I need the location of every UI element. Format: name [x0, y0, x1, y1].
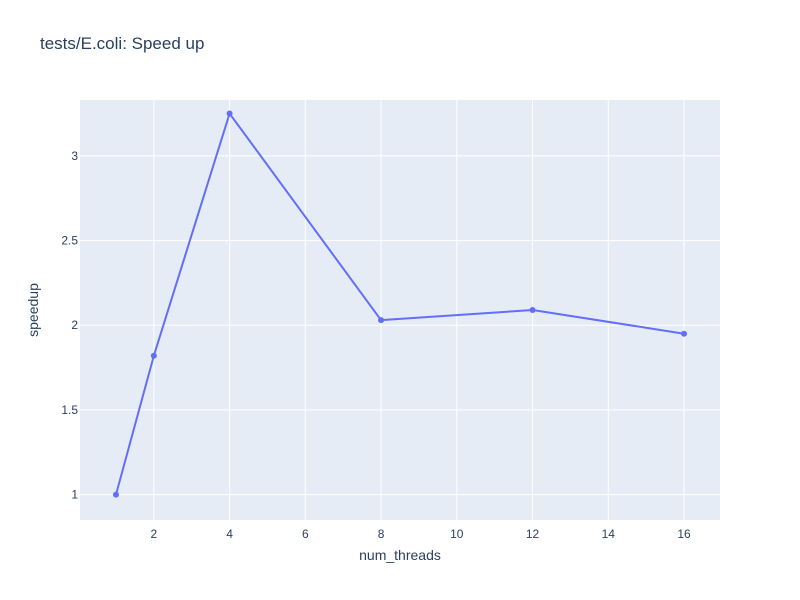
x-tick-label: 12: [526, 527, 540, 541]
x-tick-label: 4: [226, 527, 233, 541]
grid-lines: [80, 100, 720, 520]
y-tick-label: 2: [71, 318, 78, 332]
y-tick-label: 1: [71, 488, 78, 502]
x-tick-label: 10: [450, 527, 464, 541]
x-axis-title: num_threads: [359, 547, 441, 563]
y-tick-label: 3: [71, 149, 78, 163]
y-axis-title: speedup: [25, 283, 41, 337]
series-line: [115, 112, 685, 495]
data-point: [378, 317, 385, 324]
series-layer: [112, 110, 688, 498]
data-point: [226, 110, 233, 117]
x-tick-label: 14: [602, 527, 616, 541]
x-tick-label: 2: [151, 527, 158, 541]
plot-area: [80, 100, 720, 520]
tick-labels: 2 4 6 8 10 12 14 16 1 1.5 2 2.5 3: [61, 149, 691, 541]
chart-title: tests/E.coli: Speed up: [40, 34, 205, 53]
data-point: [681, 330, 688, 337]
data-point: [529, 307, 536, 313]
y-tick-label: 2.5: [61, 234, 78, 248]
data-point: [112, 491, 119, 498]
y-tick-label: 1.5: [61, 403, 78, 417]
x-tick-label: 8: [378, 527, 385, 541]
x-tick-label: 16: [677, 527, 691, 541]
x-tick-label: 6: [302, 527, 309, 541]
data-point: [150, 352, 157, 359]
